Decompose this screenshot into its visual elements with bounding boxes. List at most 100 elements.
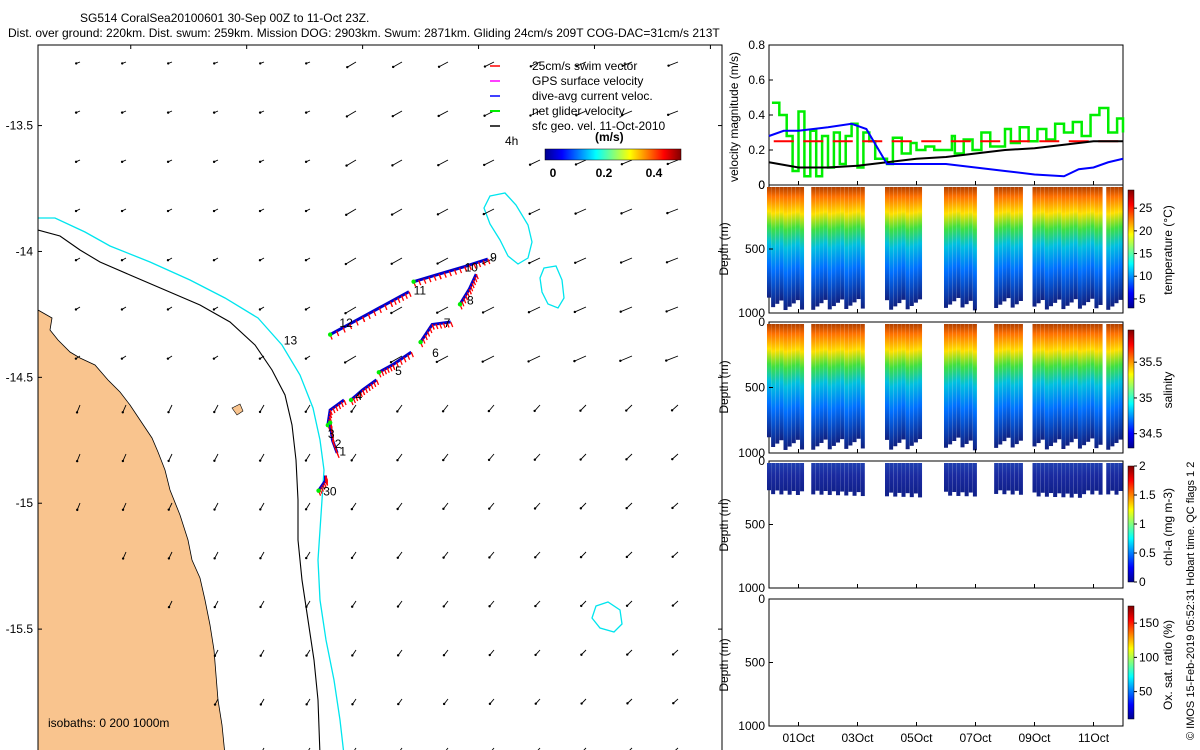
profile-cast	[1065, 463, 1070, 494]
profile-cast	[885, 324, 889, 440]
velocity-arrow-head	[574, 212, 577, 215]
velocity-arrow-head	[350, 556, 354, 560]
velocity-arrow	[530, 61, 541, 67]
legend-note-4h: 4h	[505, 134, 518, 148]
segment-start-marker	[348, 397, 354, 403]
velocity-arrow	[626, 453, 633, 460]
profile-cast	[918, 187, 923, 300]
velocity-arrow	[534, 502, 541, 509]
velocity-arrow-head	[390, 311, 393, 315]
profile-cast	[860, 324, 865, 449]
profile-cast	[1098, 324, 1103, 445]
velocity-arrow-head	[482, 212, 486, 216]
profile-cast	[1032, 324, 1037, 447]
oxygen-colorbar-ticks: 50 100 150	[1134, 616, 1159, 699]
profile-cast	[1061, 324, 1066, 449]
velocity-arrow-head	[665, 261, 669, 264]
velocity-arrow-head	[167, 557, 171, 560]
figure-title-line-1: SG514 CoralSea20100601 30-Sep 00Z to 11-…	[80, 11, 369, 25]
swim-vector-tick	[393, 299, 397, 306]
velocity-arrow-head	[625, 506, 628, 510]
velocity-arrow	[580, 453, 587, 460]
velocity-arrow-head	[120, 209, 124, 213]
profile-cast	[909, 324, 914, 446]
velocity-arrow-head	[74, 357, 78, 360]
velocity-arrow-head	[258, 209, 262, 213]
velocity-arrow	[346, 110, 357, 117]
swim-vector-tick	[461, 301, 465, 307]
swim-vector-tick	[438, 323, 443, 329]
swim-vector-tick	[468, 264, 472, 271]
profile-cast	[1010, 187, 1015, 308]
velocity-arrow-head	[488, 605, 491, 608]
profile-cast	[1061, 187, 1066, 310]
profile-cast	[1082, 463, 1087, 495]
profile-cast	[815, 463, 820, 491]
velocity-arrow-head	[436, 262, 439, 265]
velocity-arrow	[76, 404, 81, 413]
profile-cast	[1053, 324, 1058, 443]
colorbar-tick-label: 2	[1139, 459, 1146, 473]
map-ytick-label: -16	[16, 748, 34, 750]
velocity-arrow-head	[534, 702, 537, 705]
velocity-arrow-head	[350, 410, 353, 413]
velocity-arrow-head	[666, 162, 669, 166]
profile-cast	[1032, 463, 1037, 493]
velocity-arrow-head	[75, 62, 78, 65]
velocity-arrow-head	[437, 114, 440, 118]
profile-cast	[944, 187, 948, 308]
swim-vector-tick	[352, 397, 356, 404]
velocity-arrow-head	[481, 311, 485, 314]
swim-vector-tick	[367, 385, 371, 392]
profile-cast	[800, 187, 805, 310]
velocity-arrow-head	[304, 357, 308, 360]
velocity-arrow-head	[575, 114, 578, 117]
swim-vector-tick	[373, 310, 377, 317]
swim-vector-tick	[329, 412, 333, 419]
velocity-arrow	[672, 502, 679, 509]
velocity-arrow-head	[482, 163, 486, 167]
isobath-200m	[38, 217, 345, 750]
profile-cast	[1049, 187, 1054, 307]
velocity-arrow	[213, 404, 219, 413]
profile-cast	[819, 187, 824, 304]
velocity-arrow	[351, 453, 357, 461]
profile-cast	[1106, 324, 1111, 450]
velocity-arrow-head	[534, 653, 537, 657]
profile-cast	[1114, 463, 1119, 495]
velocity-arrow-head	[396, 605, 400, 608]
profile-cast	[811, 187, 816, 310]
velocity-arrow-head	[670, 409, 674, 412]
colorbar-tick-label: 150	[1139, 616, 1159, 630]
velocity-arrow-head	[620, 212, 623, 215]
velocity-arrow-head	[391, 164, 394, 167]
velocity-arrow	[351, 502, 357, 510]
legend-label-geo: sfc geo. vel. 11-Oct-2010	[532, 119, 666, 133]
velocity-arrow-head	[391, 65, 395, 69]
profile-cast	[1098, 187, 1103, 305]
velocity-arrow-head	[487, 458, 491, 462]
velocity-arrow-head	[533, 409, 536, 413]
day-label: 4	[356, 389, 363, 403]
profile-cast	[836, 463, 841, 496]
profile-cast	[1014, 187, 1019, 305]
profile-cast	[893, 463, 898, 497]
day-label: 12	[339, 316, 353, 330]
day-labels: 9 10 11 12 8 7 6 5 4 13 321 30	[284, 251, 497, 499]
day-label: 1	[339, 444, 346, 458]
velocity-arrow-head	[259, 703, 263, 706]
velocity-arrow-head	[166, 209, 170, 213]
velocity-arrow	[76, 453, 81, 462]
velocity-arrow	[390, 355, 403, 363]
depth-ytick-label: 0	[758, 178, 765, 192]
velocity-arrow	[576, 110, 587, 116]
profile-cast	[787, 324, 792, 447]
isobath-note: isobaths: 0 200 1000m	[48, 716, 169, 730]
swim-vector-tick	[364, 387, 368, 394]
velocity-arrow-head	[213, 703, 217, 706]
velocity-arrow-head	[344, 262, 348, 266]
profile-cast	[1069, 463, 1074, 498]
profile-cast	[836, 187, 841, 303]
velocity-arrow	[305, 453, 311, 461]
